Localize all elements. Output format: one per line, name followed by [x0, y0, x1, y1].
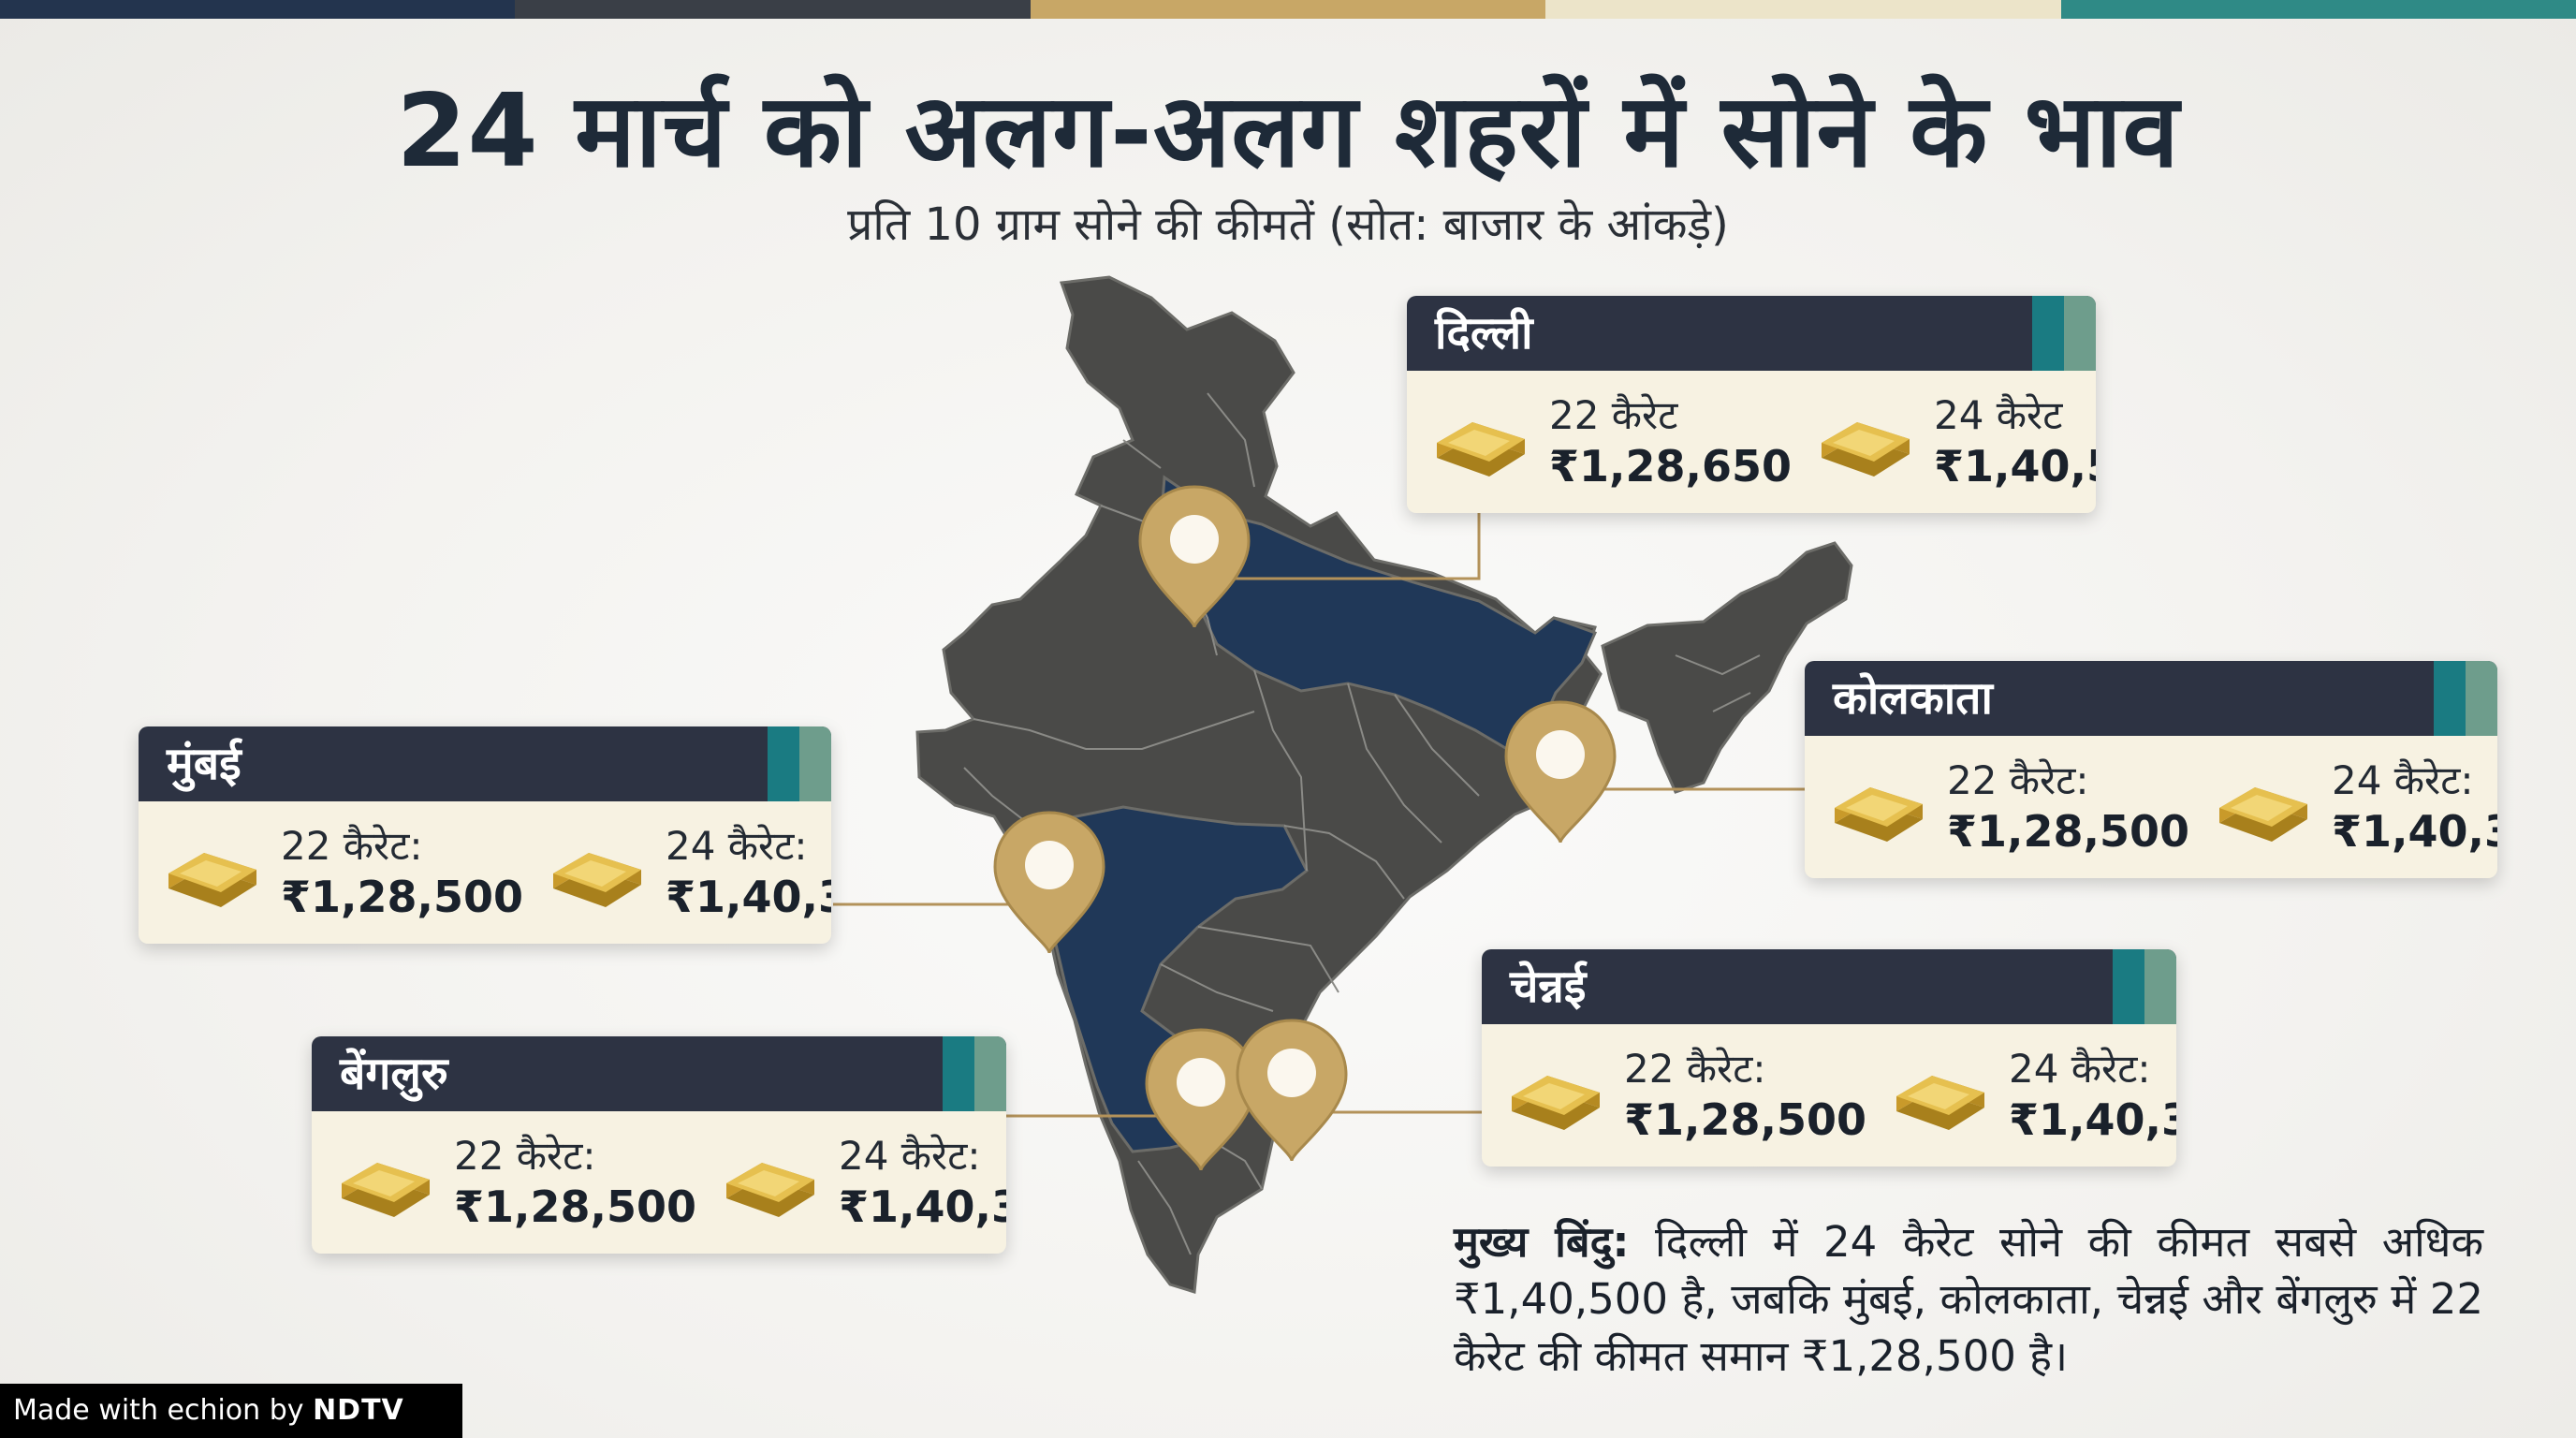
header-accent	[2064, 296, 2096, 371]
header-accent	[2113, 949, 2144, 1024]
page-subtitle: प्रति 10 ग्राम सोने की कीमतें (सोत: बाजा…	[847, 198, 1729, 251]
city-card-bengaluru: बेंगलुरु 22 कैरेट: ₹1,28,500	[312, 1036, 1006, 1254]
ndtv-logo: NDTV	[313, 1394, 404, 1427]
price-24k: ₹1,40,350	[666, 872, 831, 922]
price-22k: ₹1,28,500	[454, 1181, 696, 1232]
karat-label-24: 24 कैरेट:	[839, 1133, 981, 1179]
header-accent	[768, 726, 799, 801]
key-point-text: दिल्ली में 24 कैरेट सोने की कीमत सबसे अध…	[1454, 1217, 2483, 1381]
page-title: 24 मार्च को अलग-अलग शहरों में सोने के भा…	[396, 73, 2180, 190]
city-name: कोलकाता	[1833, 672, 1993, 725]
city-card-header: चेन्नई	[1482, 949, 2176, 1024]
key-point: मुख्य बिंदु: दिल्ली में 24 कैरेट सोने की…	[1454, 1213, 2483, 1385]
made-with-text: Made with	[13, 1394, 158, 1427]
gold-bar-icon	[1512, 1076, 1600, 1130]
header-accent	[943, 1036, 974, 1111]
made-with-badge[interactable]: Made with echion by NDTV	[0, 1384, 462, 1438]
header-accent	[799, 726, 831, 801]
topbar-segment-5	[2060, 0, 2576, 19]
karat-label-22: 22 कैरेट:	[1947, 757, 2089, 803]
city-card-mumbai: मुंबई 22 कैरेट: ₹1,28,500	[139, 726, 831, 944]
india-northeast	[1601, 541, 1853, 794]
city-card-delhi: दिल्ली 22 कैरेट ₹1,28,650	[1407, 296, 2096, 513]
city-name: दिल्ली	[1435, 307, 1533, 360]
city-name: बेंगलुरु	[340, 1048, 448, 1100]
header-accent	[2144, 949, 2176, 1024]
topbar-segment-4	[1545, 0, 2061, 19]
topbar-segment-3	[1030, 0, 1546, 19]
karat-label-24: 24 कैरेट	[1934, 392, 2063, 438]
price-24k: ₹1,40,350	[839, 1181, 1006, 1232]
gold-bar-icon	[1822, 422, 1910, 477]
topbar-segment-1	[0, 0, 516, 19]
topbar-segment-2	[515, 0, 1031, 19]
echion-brand: echion	[167, 1394, 261, 1427]
header-accent	[974, 1036, 1006, 1111]
karat-label-24: 24 कैरेट:	[2009, 1046, 2151, 1092]
header-accent	[2466, 661, 2497, 736]
gold-bar-icon	[342, 1163, 430, 1217]
gold-bar-icon	[553, 853, 641, 907]
gold-bar-icon	[1896, 1076, 1984, 1130]
key-point-label: मुख्य बिंदु:	[1454, 1217, 1630, 1267]
city-card-header: मुंबई	[139, 726, 831, 801]
price-24k: ₹1,40,500	[1934, 441, 2096, 492]
gold-bar-icon	[726, 1163, 814, 1217]
location-pin-icon[interactable]	[1504, 700, 1617, 844]
by-text: by	[269, 1394, 304, 1427]
city-card-header: बेंगलुरु	[312, 1036, 1006, 1111]
top-color-bar	[0, 0, 2576, 19]
city-name: मुंबई	[167, 738, 242, 790]
price-22k: ₹1,28,500	[1947, 806, 2189, 857]
price-24k: ₹1,40,350	[2332, 806, 2497, 857]
gold-bar-icon	[168, 853, 256, 907]
price-22k: ₹1,28,500	[1624, 1094, 1866, 1145]
city-name: चेन्नई	[1510, 961, 1587, 1013]
karat-label-22: 22 कैरेट:	[281, 823, 423, 869]
header-accent	[2434, 661, 2466, 736]
gold-bar-icon	[1437, 422, 1525, 477]
karat-label-22: 22 कैरेट	[1549, 392, 1678, 438]
karat-label-24: 24 कैरेट:	[2332, 757, 2474, 803]
karat-label-22: 22 कैरेट:	[454, 1133, 596, 1179]
header-accent	[2032, 296, 2064, 371]
city-card-header: दिल्ली	[1407, 296, 2096, 371]
city-card-header: कोलकाता	[1805, 661, 2497, 736]
karat-label-24: 24 कैरेट:	[666, 823, 808, 869]
karat-label-22: 22 कैरेट:	[1624, 1046, 1766, 1092]
gold-bar-icon	[1835, 787, 1923, 842]
price-22k: ₹1,28,500	[281, 872, 523, 922]
price-22k: ₹1,28,650	[1549, 441, 1792, 492]
gold-bar-icon	[2219, 787, 2307, 842]
city-card-chennai: चेन्नई 22 कैरेट: ₹1,28,500	[1482, 949, 2176, 1167]
price-24k: ₹1,40,350	[2009, 1094, 2176, 1145]
city-card-kolkata: कोलकाता 22 कैरेट: ₹1,28,500	[1805, 661, 2497, 878]
